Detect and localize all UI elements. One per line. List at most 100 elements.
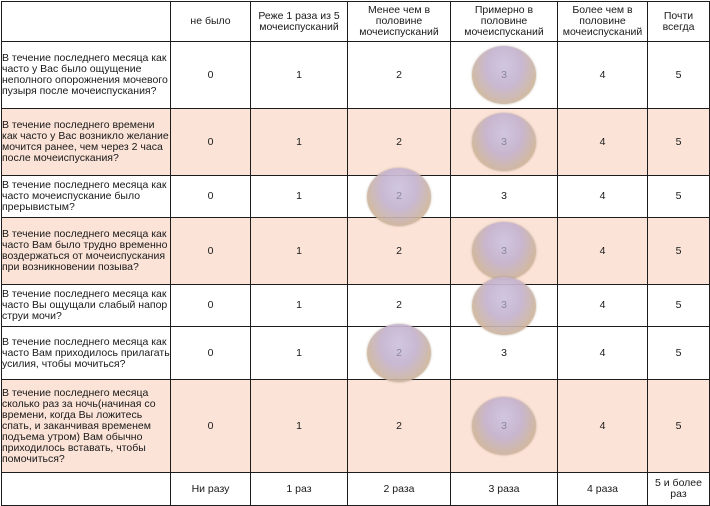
score-cell[interactable]: 2: [347, 108, 451, 176]
score-cell[interactable]: 4: [557, 326, 648, 380]
corner-cell: [1, 1, 171, 42]
score-value: 5: [675, 299, 682, 311]
selected-answer-marker: [472, 46, 536, 104]
score-cell[interactable]: 1: [250, 379, 348, 473]
score-cell[interactable]: 4: [557, 175, 648, 218]
question-row: В течение последнего месяца как часто Ва…: [1, 324, 710, 382]
score-value: 5: [675, 346, 682, 359]
question-row: В течение последнего месяца как часто мо…: [1, 167, 710, 226]
question-text: В течение последнего месяца как часто Вы…: [1, 284, 171, 327]
score-cell[interactable]: 0: [170, 284, 251, 327]
score-value: 4: [599, 299, 606, 311]
score-value: 5: [675, 244, 682, 257]
score-value: 3: [501, 419, 507, 432]
score-value: 1: [296, 190, 302, 202]
selected-answer-marker: [367, 167, 431, 226]
score-cell[interactable]: 4: [557, 284, 648, 327]
score-value: 0: [207, 346, 214, 359]
score-value: 3: [501, 244, 507, 257]
score-value: 5: [675, 419, 682, 432]
score-cell[interactable]: 4: [557, 379, 648, 473]
score-value: 2: [396, 419, 402, 432]
footer-label: 4 раза: [557, 472, 648, 506]
score-cell[interactable]: 0: [170, 41, 251, 109]
score-value: 1: [296, 68, 302, 81]
score-cell[interactable]: 2: [347, 217, 451, 285]
score-value: 2: [396, 135, 402, 148]
score-value: 3: [501, 135, 507, 148]
score-cell[interactable]: 0: [170, 108, 251, 176]
score-value: 1: [296, 244, 302, 257]
score-value: 3: [501, 68, 507, 81]
footer-label: Ни разу: [170, 472, 251, 506]
score-cell[interactable]: 5: [647, 217, 710, 285]
score-cell[interactable]: 0: [170, 326, 251, 380]
score-cell[interactable]: 0: [170, 217, 251, 285]
question-text: В течение последнего месяца как часто Ва…: [1, 326, 171, 380]
score-cell[interactable]: 1: [250, 217, 348, 285]
score-cell[interactable]: 5: [647, 326, 710, 380]
score-value: 0: [207, 135, 214, 148]
score-value: 0: [207, 244, 214, 257]
question-row: В течение последнего месяца как часто у …: [1, 41, 710, 109]
score-cell[interactable]: 3: [450, 379, 558, 473]
score-value: 4: [599, 244, 606, 257]
score-cell[interactable]: 2: [347, 324, 451, 382]
score-value: 2: [396, 299, 402, 311]
column-header: Менее чем в половине мочеиспусканий: [347, 1, 451, 42]
score-cell[interactable]: 2: [347, 284, 451, 327]
score-value: 5: [675, 135, 682, 148]
score-value: 2: [396, 346, 402, 359]
score-value: 4: [599, 419, 606, 432]
score-cell[interactable]: 3: [450, 108, 558, 176]
score-cell[interactable]: 5: [647, 284, 710, 327]
score-cell[interactable]: 1: [250, 175, 348, 218]
score-cell[interactable]: 2: [347, 379, 451, 473]
score-cell[interactable]: 5: [647, 175, 710, 218]
question-text: В течение последнего месяца как часто Ва…: [1, 217, 171, 285]
column-header: Реже 1 раза из 5 мочеиспусканий: [250, 1, 348, 42]
score-cell[interactable]: 4: [557, 41, 648, 109]
score-value: 0: [207, 190, 214, 202]
column-header: не было: [170, 1, 251, 42]
score-cell[interactable]: 5: [647, 108, 710, 176]
score-cell[interactable]: 1: [250, 108, 348, 176]
score-value: 4: [599, 68, 606, 81]
score-cell[interactable]: 3: [450, 217, 558, 285]
score-value: 2: [396, 68, 402, 81]
column-header: Почти всегда: [647, 1, 710, 42]
score-cell[interactable]: 0: [170, 175, 251, 218]
score-cell[interactable]: 3: [450, 175, 558, 218]
footer-label: 2 раза: [347, 472, 451, 506]
score-value: 1: [296, 346, 302, 359]
score-cell[interactable]: 2: [347, 41, 451, 109]
question-row: В течение последнего месяца как часто Вы…: [1, 276, 710, 335]
score-cell[interactable]: 5: [647, 379, 710, 473]
selected-answer-marker: [472, 113, 536, 171]
question-text: В течение последнего месяца сколько раз …: [1, 379, 171, 473]
header-row: не было Реже 1 раза из 5 мочеиспусканий …: [1, 1, 710, 42]
score-cell[interactable]: 0: [170, 379, 251, 473]
score-cell[interactable]: 2: [347, 167, 451, 226]
footer-row: Ни разу 1 раз 2 раза 3 раза 4 раза 5 и более …: [1, 472, 710, 506]
score-value: 3: [501, 299, 507, 311]
score-cell[interactable]: 3: [450, 41, 558, 109]
score-value: 3: [501, 346, 507, 359]
score-cell[interactable]: 1: [250, 284, 348, 327]
question-row: В течение последнего месяца как часто Ва…: [1, 217, 710, 285]
score-cell[interactable]: 4: [557, 217, 648, 285]
score-cell[interactable]: 3: [450, 276, 558, 335]
footer-empty-cell: [1, 472, 171, 506]
question-row: В течение последнего времени как часто у…: [1, 108, 710, 176]
column-header: Более чем в половине мочеиспусканий: [557, 1, 648, 42]
score-value: 4: [599, 346, 606, 359]
score-cell[interactable]: 5: [647, 41, 710, 109]
score-value: 0: [207, 299, 214, 311]
question-text: В течение последнего времени как часто у…: [1, 108, 171, 176]
footer-label: 1 раз: [250, 472, 348, 506]
score-cell[interactable]: 1: [250, 326, 348, 380]
selected-answer-marker: [472, 276, 536, 335]
question-text: В течение последнего месяца как часто мо…: [1, 175, 171, 218]
score-cell[interactable]: 4: [557, 108, 648, 176]
score-cell[interactable]: 1: [250, 41, 348, 109]
